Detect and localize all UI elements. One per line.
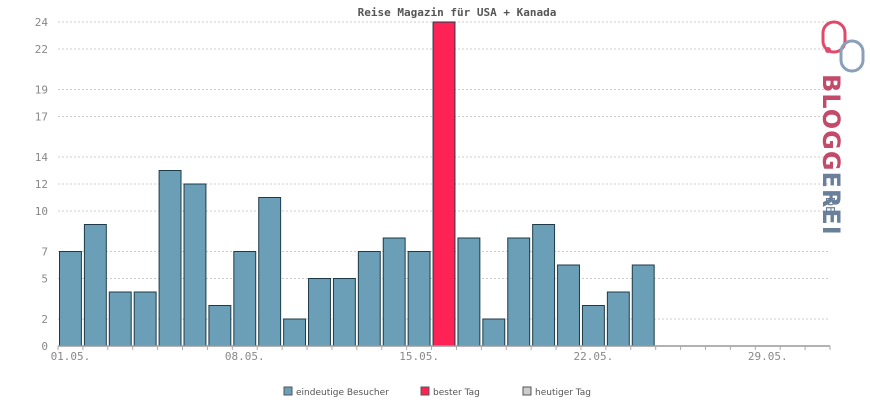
bar: [407, 251, 431, 347]
y-tick-label: 17: [35, 111, 48, 124]
bar-best-day: [432, 21, 456, 347]
legend-swatch: [420, 386, 430, 396]
bar: [332, 278, 356, 347]
bars: [59, 21, 655, 347]
bar: [283, 318, 307, 347]
y-tick-label: 19: [35, 84, 48, 97]
legend-label: heutiger Tag: [535, 388, 591, 398]
bar: [357, 251, 381, 347]
x-tick-label: 08.05.: [225, 350, 265, 363]
y-tick-label: 24: [35, 16, 49, 29]
logo-tld-text: .DE: [823, 193, 837, 214]
legend-swatch: [283, 386, 293, 396]
bar: [308, 278, 331, 347]
y-tick-label: 7: [41, 246, 48, 259]
bar: [581, 305, 605, 347]
legend-item: eindeutige Besucher: [283, 386, 389, 398]
bar: [183, 183, 207, 347]
bar: [258, 197, 282, 347]
legend-item: bester Tag: [420, 386, 480, 398]
bar: [108, 291, 132, 347]
legend-item: heutiger Tag: [522, 386, 591, 398]
legend-label: bester Tag: [433, 388, 480, 398]
y-tick-label: 0: [41, 340, 48, 353]
bar: [133, 291, 157, 347]
y-tick-label: 10: [35, 205, 48, 218]
y-tick-label: 22: [35, 43, 48, 56]
bar: [233, 251, 257, 347]
x-tick-label: 22.05.: [574, 350, 614, 363]
bar: [532, 224, 556, 347]
bar: [83, 224, 107, 347]
bar: [631, 264, 655, 347]
y-tick-label: 5: [41, 273, 48, 286]
x-tick-label: 15.05.: [399, 350, 439, 363]
y-axis-ticks: 0 2 5 7 10 12 14 17 19 22 24: [35, 16, 49, 353]
bar: [457, 237, 481, 347]
y-tick-label: 2: [41, 313, 48, 326]
bar: [507, 237, 531, 347]
bloggerei-logo-icon: [821, 20, 865, 73]
x-tick-label: 29.05.: [748, 350, 788, 363]
logo-brand-text: BLOGGEREI: [817, 74, 845, 236]
bar: [382, 237, 406, 347]
chart-title: Reise Magazin für USA + Kanada: [358, 6, 557, 19]
bar: [482, 318, 506, 347]
bar: [59, 251, 82, 347]
bar: [606, 291, 630, 347]
legend-swatch: [522, 386, 532, 396]
bar: [208, 305, 232, 347]
legend: eindeutige Besucher bester Tag heutiger Ta…: [283, 386, 591, 398]
y-tick-label: 14: [35, 151, 49, 164]
bar: [158, 170, 182, 347]
x-axis: 01.05. 08.05. 15.05. 22.05. 29.05.: [51, 345, 831, 363]
x-tick-label: 01.05.: [51, 350, 91, 363]
y-tick-label: 12: [35, 178, 48, 191]
bar: [557, 264, 580, 347]
bloggerei-logo: BLOGGEREI .DE: [817, 20, 865, 236]
legend-label: eindeutige Besucher: [296, 388, 389, 398]
